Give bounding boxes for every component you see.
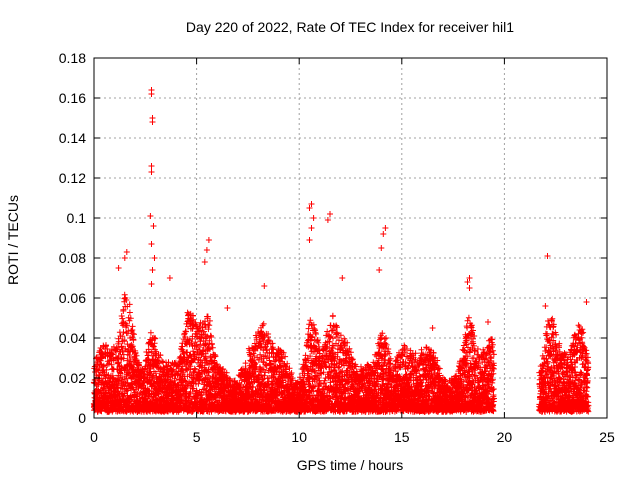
chart-title: Day 220 of 2022, Rate Of TEC Index for r… [186, 19, 514, 35]
x-tick-label: 20 [497, 429, 513, 445]
y-tick-label: 0.04 [59, 330, 86, 346]
y-tick-label: 0 [78, 410, 86, 426]
axis-ticks: 0 0.02 0.04 0.06 0.08 0.1 0.12 0.14 0.16 0.18 0 5 10… [59, 50, 615, 445]
y-axis-label: ROTI / TECUs [5, 195, 21, 285]
y-tick-label: 0.16 [59, 90, 86, 106]
x-axis-label: GPS time / hours [297, 457, 404, 473]
y-tick-label: 0.18 [59, 50, 86, 66]
plot-frame [93, 57, 608, 419]
y-tick-label: 0.12 [59, 170, 86, 186]
x-tick-label: 5 [193, 429, 201, 445]
y-tick-label: 0.06 [59, 290, 86, 306]
x-tick-label: 15 [394, 429, 410, 445]
y-tick-label: 0.08 [59, 250, 86, 266]
y-tick-label: 0.1 [67, 210, 87, 226]
y-tick-label: 0.02 [59, 370, 86, 386]
x-tick-label: 0 [90, 429, 98, 445]
x-tick-label: 10 [291, 429, 307, 445]
x-tick-label: 25 [599, 429, 615, 445]
y-tick-label: 0.14 [59, 130, 86, 146]
